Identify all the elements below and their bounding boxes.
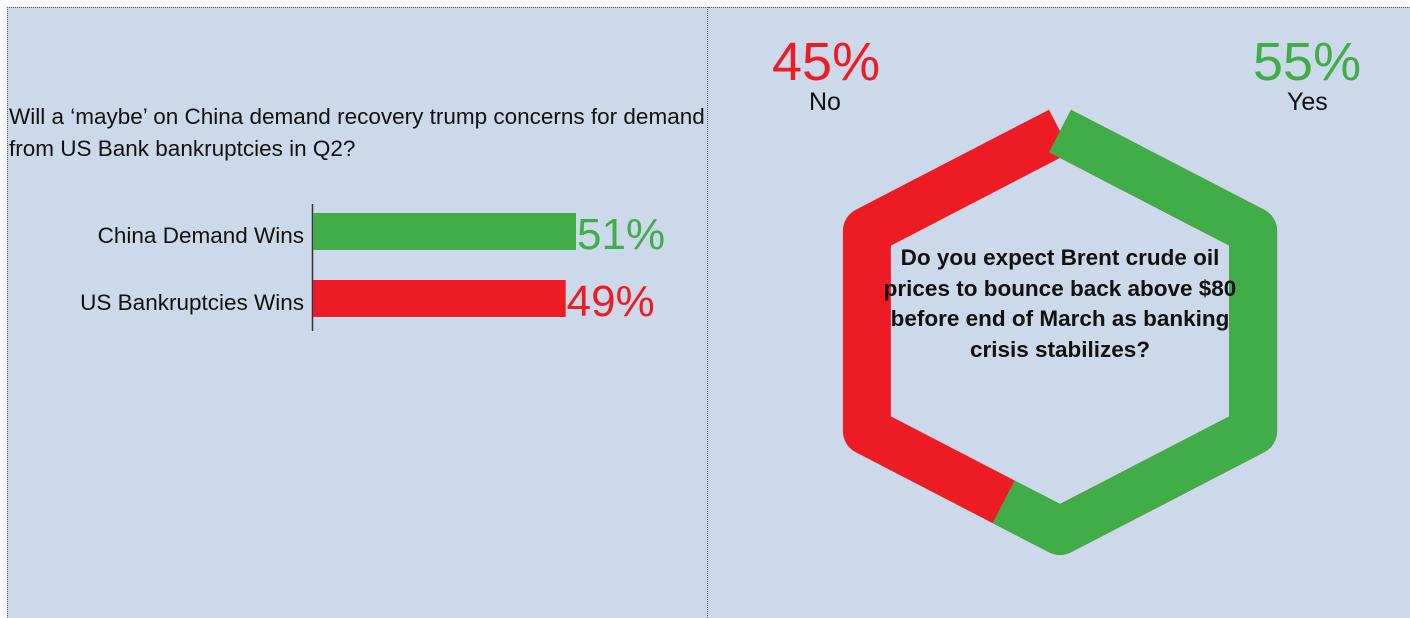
donut-value-no: 45%: [772, 32, 881, 92]
donut-label-no: No: [809, 88, 841, 116]
bar-label-us-bankruptcies: US Bankruptcies Wins: [80, 290, 304, 315]
donut-chart-question: Do you expect Brent crude oil prices to …: [883, 245, 1237, 362]
donut-label-yes: Yes: [1287, 88, 1328, 116]
bar-label-china-demand: China Demand Wins: [97, 223, 304, 248]
bar-chart-question: Will a ‘maybe’ on China demand recovery …: [9, 104, 705, 161]
bar-us-bankruptcies: [313, 280, 566, 317]
donut-segment-yes: [842, 107, 1278, 555]
bar-value-china-demand: 51%: [577, 210, 666, 259]
bar-china-demand: [313, 213, 576, 250]
bar-value-us-bankruptcies: 49%: [566, 277, 655, 326]
donut-value-yes: 55%: [1253, 32, 1362, 92]
